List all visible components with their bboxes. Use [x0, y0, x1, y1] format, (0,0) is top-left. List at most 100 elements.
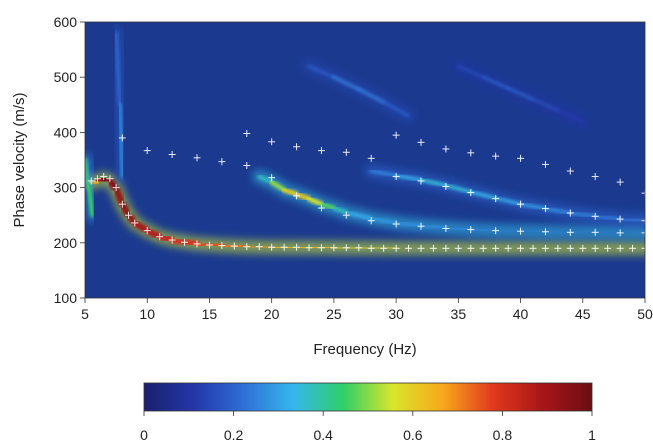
pick-upper-20	[616, 178, 624, 186]
colorbar-tick-label-0.2: 0.2	[224, 427, 244, 443]
x-tick-label-30: 30	[388, 306, 404, 322]
pick-mode2-9	[616, 215, 624, 223]
pick-mode0-4	[112, 184, 120, 192]
x-tick-label-25: 25	[326, 306, 342, 322]
pick-mode1-13	[566, 228, 574, 236]
pick-mode0-41	[554, 244, 562, 252]
pick-mode0-6	[125, 211, 133, 219]
plot-frame	[84, 21, 646, 299]
energy-ridge-1	[252, 169, 645, 240]
pick-mode0-3	[106, 175, 114, 183]
colorbar-tick-label-0.4: 0.4	[313, 427, 333, 443]
pick-upper-10	[367, 154, 375, 162]
pick-mode0-14	[218, 242, 226, 250]
pick-mode1-11	[517, 227, 525, 235]
pick-upper-21	[641, 189, 645, 197]
pick-upper-1	[143, 147, 151, 155]
pick-mode2-5	[517, 200, 525, 208]
pick-mode1-16	[641, 229, 645, 237]
pick-mode0-48	[641, 244, 645, 252]
pick-mode0-1	[93, 175, 101, 183]
pick-upper-15	[492, 152, 500, 160]
pick-mode0-45	[604, 244, 612, 252]
x-axis-label: Frequency (Hz)	[313, 341, 416, 358]
pick-mode1-15	[616, 229, 624, 237]
pick-mode0-24	[342, 244, 350, 252]
x-tick-label-50: 50	[637, 306, 653, 322]
pick-upper-14	[467, 149, 475, 157]
pick-mode1-5	[367, 217, 375, 225]
pick-mode0-15	[230, 242, 238, 250]
y-tick-label-500: 500	[54, 69, 78, 85]
pick-mode0-30	[417, 244, 425, 252]
pick-mode0-23	[330, 244, 338, 252]
pick-mode0-0	[87, 177, 95, 185]
pick-mode1-9	[467, 226, 475, 234]
pick-upper-4	[218, 158, 226, 166]
pick-mode0-10	[168, 236, 176, 244]
pick-mode1-3	[317, 204, 325, 212]
pick-mode0-29	[405, 244, 413, 252]
colorbar-tick-label-0.8: 0.8	[493, 427, 513, 443]
pick-mode2-6	[541, 205, 549, 213]
colorbar: 0 0.2 0.4 0.6 0.8 1	[140, 382, 596, 443]
y-tick-label-600: 600	[54, 14, 78, 30]
pick-mode0-2	[100, 173, 108, 181]
pick-mode0-7	[131, 219, 139, 227]
pick-mode0-17	[255, 243, 263, 251]
pick-upper-11	[392, 131, 400, 139]
pick-upper-18	[566, 167, 574, 175]
pick-mode0-16	[243, 243, 251, 251]
pick-mode0-35	[479, 244, 487, 252]
pick-mode0-19	[280, 243, 288, 251]
pick-mode1-2	[293, 192, 301, 200]
x-tick-label-40: 40	[513, 306, 529, 322]
pick-mode0-20	[293, 243, 301, 251]
colorbar-tick-label-1: 1	[588, 427, 596, 443]
colorbar-ticks: 0 0.2 0.4 0.6 0.8 1	[140, 411, 596, 443]
pick-upper-6	[268, 138, 276, 146]
pick-mode0-5	[118, 200, 126, 208]
x-axis-ticks: 5 10 15 20 25 30 35 40 45 50	[81, 298, 653, 322]
pick-mode0-33	[454, 244, 462, 252]
pick-mode0-42	[566, 244, 574, 252]
pick-mode2-0	[392, 173, 400, 181]
pick-upper-0	[118, 134, 126, 142]
pick-mode1-6	[392, 220, 400, 228]
pick-mode1-14	[591, 228, 599, 236]
pick-mode1-1	[268, 174, 276, 182]
pick-mode2-2	[442, 182, 450, 190]
pick-mode0-46	[616, 244, 624, 252]
pick-mode0-11	[181, 238, 189, 246]
pick-mode0-32	[442, 244, 450, 252]
pick-upper-17	[541, 160, 549, 168]
pick-mode0-40	[541, 244, 549, 252]
pick-mode2-4	[492, 195, 500, 203]
pick-mode0-43	[579, 244, 587, 252]
pick-upper-9	[342, 148, 350, 156]
pick-upper-13	[442, 145, 450, 153]
colorbar-tick-label-0.6: 0.6	[403, 427, 423, 443]
y-axis-label: Phase velocity (m/s)	[11, 92, 28, 227]
pick-mode2-10	[641, 217, 645, 225]
pick-upper-7	[293, 143, 301, 151]
y-tick-label-400: 400	[54, 124, 78, 140]
colorbar-tick-label-0: 0	[140, 427, 148, 443]
pick-mode2-8	[591, 212, 599, 220]
pick-upper-19	[591, 173, 599, 181]
pick-mode0-36	[492, 244, 500, 252]
pick-mode0-12	[193, 240, 201, 248]
x-tick-label-15: 15	[202, 306, 218, 322]
energy-ridge-2	[364, 164, 645, 228]
pick-mode0-31	[429, 244, 437, 252]
y-axis-ticks: 100 200 300 400 500 600	[54, 14, 85, 306]
energy-ridge-3	[302, 59, 416, 123]
y-tick-label-200: 200	[54, 235, 78, 251]
plot-background	[85, 22, 645, 298]
pick-mode0-38	[517, 244, 525, 252]
pick-upper-8	[317, 147, 325, 155]
pick-mode2-7	[566, 209, 574, 217]
x-tick-label-10: 10	[139, 306, 155, 322]
pick-mode0-37	[504, 244, 512, 252]
